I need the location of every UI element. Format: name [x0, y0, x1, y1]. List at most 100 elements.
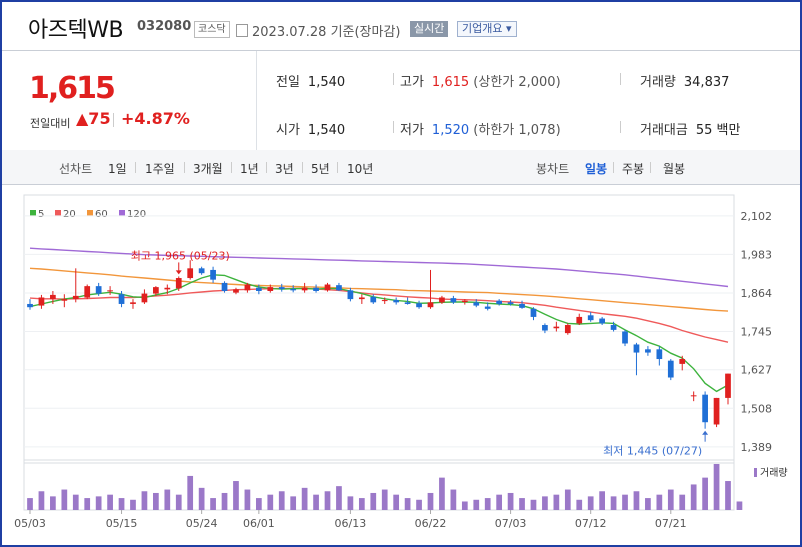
high-value: 1,615	[431, 75, 470, 90]
max-annotation: 최고 1,965 (05/23)	[131, 249, 230, 262]
candle-chart-label: 봉차트	[536, 162, 570, 176]
volume-bar	[507, 492, 514, 510]
tab-3m[interactable]: 3개월	[193, 162, 223, 176]
candle-body	[439, 297, 445, 303]
volume-bar	[313, 494, 319, 510]
candle-body	[233, 289, 239, 293]
change-percent: +4.87%	[121, 109, 190, 128]
realtime-button[interactable]: 실시간	[410, 21, 449, 37]
tab-1w[interactable]: 1주일	[145, 162, 175, 176]
volume-bar	[347, 496, 354, 510]
volume-bar	[622, 494, 628, 510]
candle-body	[416, 303, 422, 308]
volume-bar	[301, 487, 308, 510]
candle-body	[107, 290, 113, 292]
volume-area-frame	[23, 459, 735, 511]
candle-body	[542, 325, 548, 331]
y-tick-label: 1,864	[741, 287, 773, 300]
prev-close-label: 전일	[276, 75, 300, 90]
volume-bar	[175, 494, 182, 510]
candle-body	[187, 268, 194, 279]
change-amount: ▲75	[76, 109, 111, 128]
y-tick-label: 1,745	[741, 326, 773, 339]
open: 시가 1,540	[276, 119, 345, 138]
trade-value-value: 55 백만	[695, 123, 741, 138]
candle-body	[610, 325, 617, 330]
volume-bar	[72, 494, 79, 510]
candle-body	[473, 302, 480, 306]
candle-body	[336, 285, 342, 291]
volume-bar	[690, 484, 697, 510]
tab-3y[interactable]: 3년	[275, 162, 294, 176]
volume-bar	[679, 494, 686, 510]
candle-body	[713, 397, 720, 425]
volume-bar	[587, 496, 594, 510]
tab-10y[interactable]: 10년	[347, 162, 374, 176]
volume-value: 34,837	[683, 75, 730, 90]
volume-bar	[153, 492, 159, 510]
candle-body	[198, 268, 205, 274]
candle-body	[175, 278, 182, 289]
candle-body	[564, 325, 571, 334]
change-label: 전일대비	[30, 117, 71, 130]
volume-legend-swatch	[754, 468, 757, 477]
header: 아즈텍WB 032080 코스닥 2023.07.28 기준(장마감) 실시간 …	[2, 2, 800, 50]
legend-swatch	[55, 210, 61, 216]
x-tick-label: 05/15	[106, 517, 138, 530]
min-arrow-head	[702, 430, 709, 435]
volume-bar	[610, 496, 617, 510]
candle-body	[427, 302, 434, 308]
volume-bar	[599, 491, 605, 510]
volume-bar	[278, 491, 285, 510]
x-tick-label: 05/03	[14, 517, 46, 530]
candle-body	[290, 289, 297, 291]
divider	[620, 73, 621, 85]
tab-5y[interactable]: 5년	[311, 162, 330, 176]
price-chart[interactable]: 5 20 60 120 2,102 1,983 1,864 1,745 1,627 1,508 1…	[2, 185, 800, 545]
candle-body	[210, 269, 216, 280]
legend-label: 20	[63, 209, 76, 220]
legend-swatch	[30, 210, 36, 216]
candle-body	[141, 293, 148, 303]
legend-swatch	[87, 210, 93, 216]
volume-label: 거래량	[640, 75, 676, 90]
volume-bar	[370, 492, 377, 510]
candle-body	[130, 302, 136, 304]
y-tick-label: 1,983	[741, 248, 773, 261]
company-name[interactable]: 아즈텍WB	[28, 18, 124, 43]
volume-bar	[564, 489, 571, 510]
candle-body	[656, 349, 663, 360]
volume-bar	[461, 501, 468, 510]
divider	[302, 162, 303, 173]
tab-1y[interactable]: 1년	[240, 162, 259, 176]
tab-weekly[interactable]: 주봉	[622, 162, 645, 176]
volume-bar	[61, 489, 68, 510]
candle-body	[118, 294, 125, 304]
candle-body	[164, 287, 171, 290]
volume-bar	[576, 499, 583, 510]
legend-label: 120	[127, 209, 146, 220]
candle-body	[72, 295, 79, 300]
volume-bar	[210, 498, 216, 510]
volume-bar	[439, 477, 445, 510]
tab-daily[interactable]: 일봉	[585, 162, 608, 176]
quote-panel: 1,615 전일대비 ▲75 +4.87% 전일 1,540 고가 1,615 (상…	[2, 50, 800, 152]
high-label: 고가	[400, 75, 424, 90]
divider	[620, 121, 621, 133]
volume-bar	[244, 489, 251, 510]
min-annotation: 최저 1,445 (07/27)	[603, 445, 702, 458]
candle-body	[690, 395, 697, 397]
volume-bar	[50, 496, 56, 510]
price-area-frame	[23, 194, 735, 464]
corp-overview-dropdown[interactable]: 기업개요 ▾	[457, 21, 517, 37]
candle-body	[507, 302, 514, 304]
volume-bar	[530, 499, 537, 510]
volume-bar	[38, 491, 45, 510]
tab-monthly[interactable]: 월봉	[663, 162, 686, 176]
tab-1d[interactable]: 1일	[108, 162, 127, 176]
market-badge: 코스닥	[194, 21, 230, 38]
volume-bar	[255, 498, 262, 510]
divider	[393, 73, 394, 85]
divider	[650, 162, 651, 173]
candle-body	[702, 394, 708, 423]
